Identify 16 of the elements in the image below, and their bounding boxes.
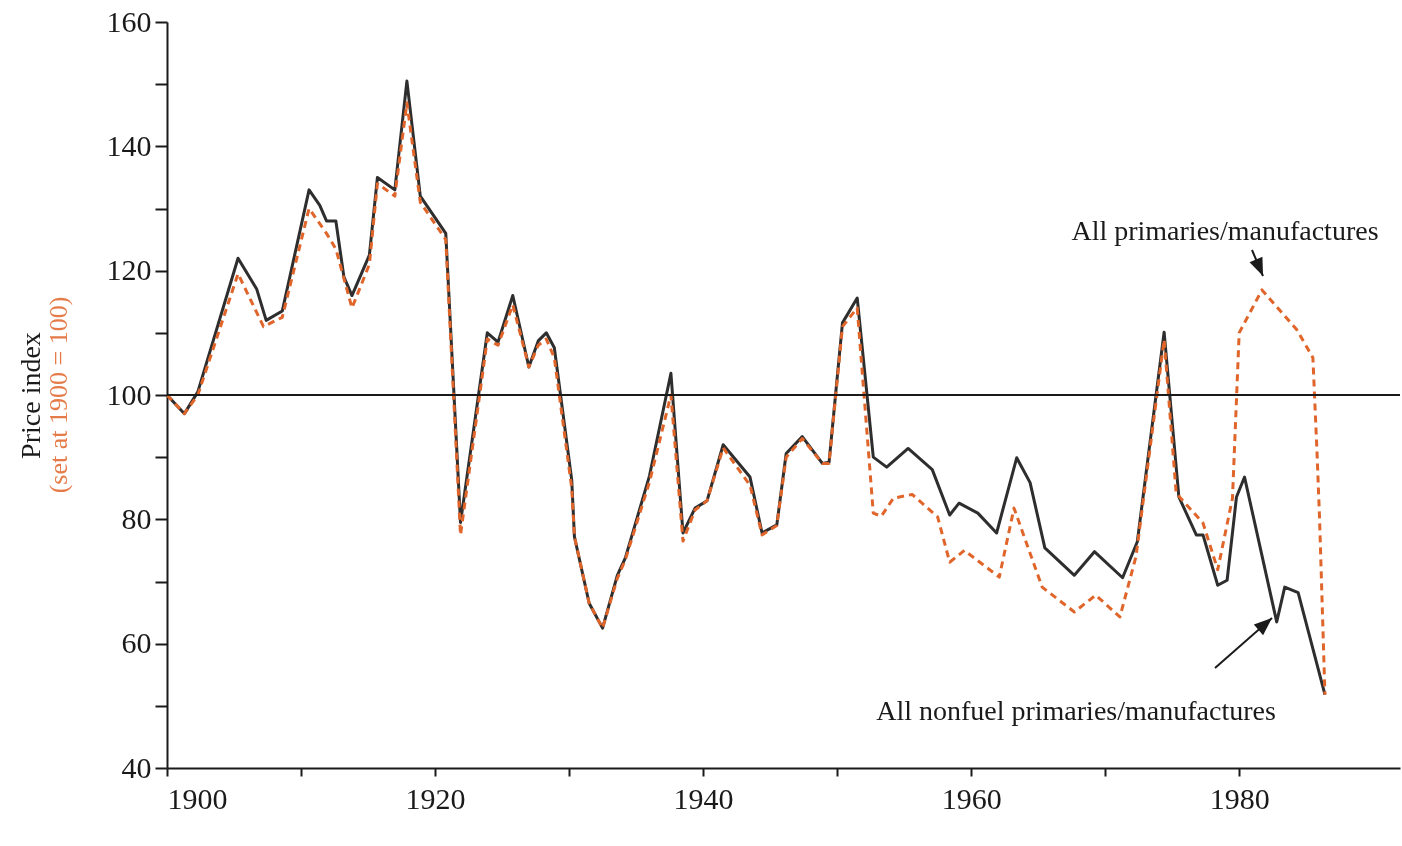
y-tick-label: 100 xyxy=(106,377,152,411)
y-tick-label: 80 xyxy=(121,501,152,535)
x-tick-label: 1900 xyxy=(167,781,228,815)
y-tick-label: 60 xyxy=(121,626,152,660)
y-tick-label: 40 xyxy=(121,750,152,784)
text: (set at 1900 = 100) xyxy=(44,296,73,494)
x-tick-label: 1960 xyxy=(941,781,1002,815)
x-tick-label: 1920 xyxy=(405,781,466,815)
series-label: All nonfuel primaries/manufactures xyxy=(876,695,1276,726)
x-tick-label: 1980 xyxy=(1209,781,1270,815)
y-tick-label: 160 xyxy=(106,4,152,38)
y-axis-title: Price index xyxy=(14,332,46,459)
y-tick-label: 120 xyxy=(106,253,152,287)
x-tick-label: 1940 xyxy=(673,781,734,815)
text: All primaries/manufactures xyxy=(1071,215,1379,246)
y-tick-label: 140 xyxy=(106,128,152,162)
